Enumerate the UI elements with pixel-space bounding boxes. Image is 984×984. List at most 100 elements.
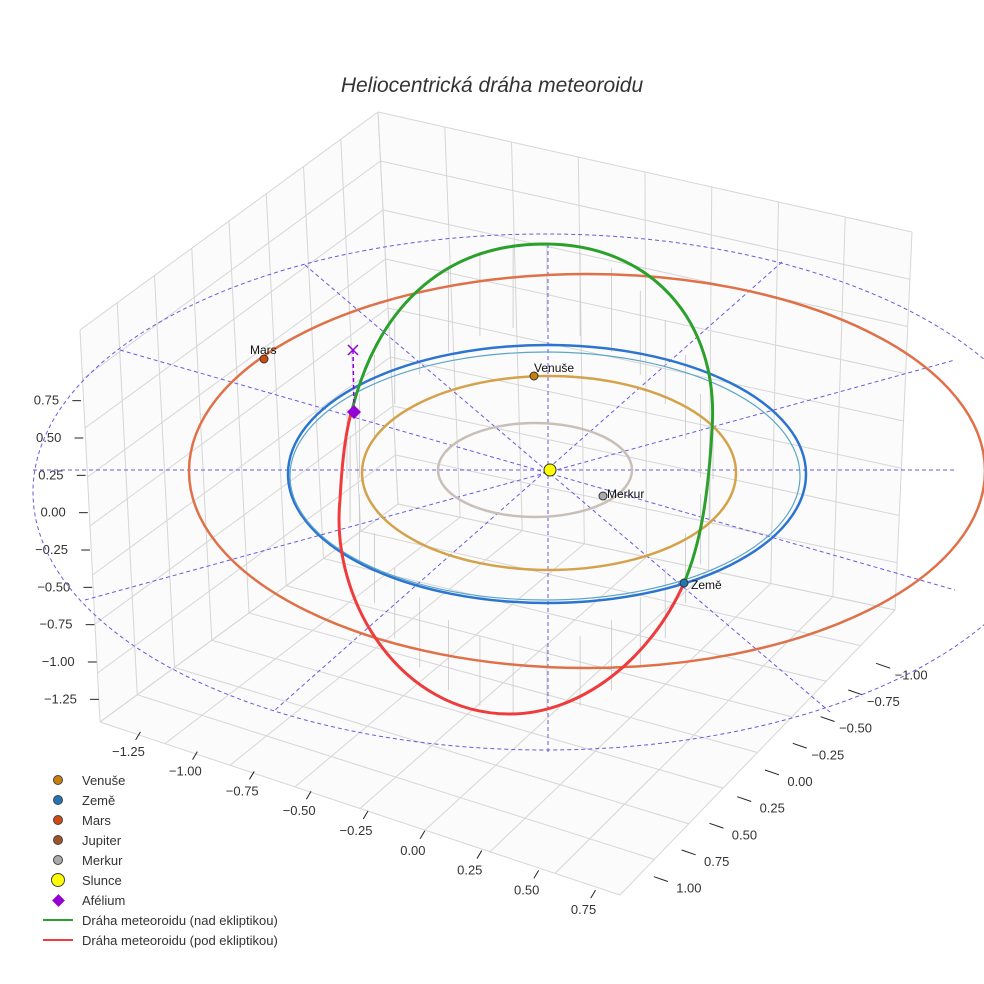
reference-line [304, 264, 831, 713]
y-axis-tick [681, 849, 696, 856]
grid-line [92, 356, 391, 576]
x-axis-tick [305, 790, 312, 800]
legend-marker-icon [38, 835, 78, 845]
grid-line [303, 166, 324, 559]
legend: Venuše Země Mars Jupiter Merkur Slunce Afélium… [38, 770, 278, 950]
z-axis-tick-label: −0.25 [35, 542, 68, 557]
y-axis-tick-label: −0.25 [811, 747, 844, 762]
chart-title: Heliocentrická dráha meteoroidu [340, 74, 644, 97]
z-axis-tick-label: 0.00 [40, 505, 65, 520]
planet-marker [598, 491, 608, 501]
legend-label: Mars [82, 812, 111, 828]
legend-item: Země [38, 790, 278, 810]
x-axis-tick [135, 731, 141, 741]
z-axis-tick-label: −1.00 [42, 654, 75, 669]
planet-marker [679, 578, 689, 588]
planet-label: Venuše [534, 361, 574, 375]
grid-line [94, 405, 394, 625]
floor-pane [100, 504, 895, 895]
grid-line [894, 231, 913, 611]
reference-orbit [32, 233, 984, 751]
grid-line [265, 193, 287, 586]
reference-line [84, 359, 956, 601]
grid-line [770, 201, 779, 584]
legend-label: Afélium [82, 892, 126, 908]
y-axis-tick-label: −0.50 [839, 721, 872, 736]
grid-line [554, 596, 834, 874]
orbit-merkur [436, 421, 634, 519]
legend-item: Jupiter [38, 830, 278, 850]
y-axis-tick [792, 742, 807, 749]
legend-marker-icon [38, 795, 78, 805]
legend-marker-icon [38, 815, 78, 825]
grid-line [489, 583, 772, 853]
grid-line [619, 609, 896, 896]
x-axis-tick [590, 889, 596, 899]
aphelion-dropline [352, 349, 355, 413]
grid-line [832, 216, 846, 597]
legend-label: Jupiter [82, 832, 122, 848]
x-axis-tick [192, 751, 198, 760]
grid-line [360, 530, 861, 647]
meteoroid-orbit-below [337, 409, 686, 716]
legend-marker-icon [38, 918, 78, 922]
x-axis-tick-label: 0.75 [571, 902, 596, 917]
planet-label: Země [691, 578, 722, 592]
z-axis-tick-label: −0.75 [40, 617, 73, 632]
planet-label: Mars [250, 343, 277, 357]
grid-line [97, 454, 396, 674]
z-axis-tick-label: 0.75 [34, 393, 59, 408]
x-axis-tick [362, 810, 369, 820]
x-axis-tick-label: 0.25 [457, 863, 482, 878]
y-axis-tick-label: 0.50 [732, 827, 757, 842]
legend-marker-icon [38, 893, 78, 907]
grid-line [323, 558, 827, 682]
grid-line [395, 454, 898, 564]
z-axis-tick-label: 0.50 [36, 430, 61, 445]
legend-item: Mars [38, 810, 278, 830]
legend-item: Venuše [38, 770, 278, 790]
legend-marker-icon [38, 855, 78, 865]
y-axis-tick [653, 876, 669, 882]
x-axis-tick [248, 771, 255, 780]
x-axis-tick-label: 0.00 [400, 843, 425, 858]
legend-marker-icon [38, 873, 78, 887]
grid-line [286, 585, 793, 718]
grid-line [99, 503, 399, 723]
legend-marker-icon [38, 775, 78, 785]
y-axis-tick-label: 0.25 [760, 801, 785, 816]
grid-line [390, 356, 902, 469]
reference-line [119, 349, 956, 591]
legend-item: Afélium [38, 890, 278, 910]
legend-label: Země [82, 792, 116, 808]
aphelion-marker [347, 405, 361, 419]
x-axis-tick-label: −1.25 [112, 744, 145, 759]
x-axis-tick [533, 870, 540, 879]
y-axis-tick-label: −0.75 [867, 694, 900, 709]
grid-line [377, 111, 399, 505]
orbit-venuse [360, 374, 738, 572]
grid-line [424, 569, 709, 831]
x-axis-tick-label: 0.50 [514, 882, 539, 897]
legend-item: Dráha meteoroidu (pod ekliptikou) [38, 930, 278, 950]
z-axis-tick-label: −1.25 [44, 691, 77, 706]
grid-line [359, 556, 647, 809]
legend-label: Merkur [82, 852, 123, 868]
orbit-mars [187, 272, 984, 670]
legend-label: Dráha meteoroidu (pod ekliptikou) [82, 932, 278, 948]
y-axis-tick [709, 822, 724, 829]
legend-item: Slunce [38, 870, 278, 890]
x-axis-tick-label: −1.00 [169, 764, 202, 779]
planet-marker [259, 354, 269, 364]
legend-label: Slunce [82, 872, 122, 888]
grid-line [340, 139, 362, 532]
legend-marker-icon [38, 938, 78, 942]
legend-item: Dráha meteoroidu (nad ekliptikou) [38, 910, 278, 930]
orbit-zeme-inner [289, 351, 801, 601]
y-axis-tick-label: 1.00 [676, 881, 701, 896]
x-axis-tick [419, 830, 426, 840]
y-axis-tick-label: 0.75 [704, 854, 729, 869]
grid-line [387, 307, 904, 422]
x-axis-tick-label: −0.75 [226, 783, 259, 798]
meteoroid-orbit-above [350, 242, 715, 584]
